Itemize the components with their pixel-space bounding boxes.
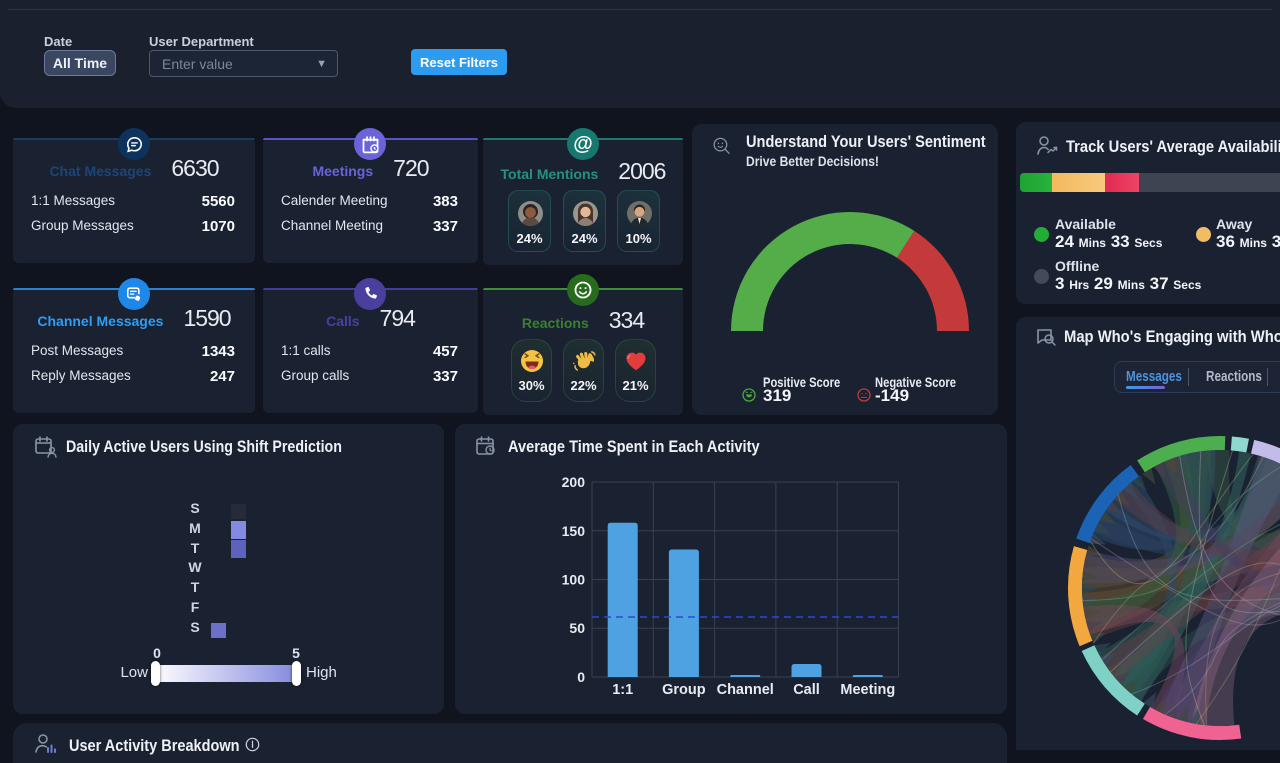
- svg-text:Group: Group: [662, 682, 706, 698]
- svg-text:50: 50: [569, 620, 585, 636]
- svg-text:Meeting: Meeting: [840, 682, 895, 698]
- svg-text:200: 200: [562, 474, 586, 490]
- svg-text:Channel: Channel: [717, 682, 774, 698]
- svg-text:150: 150: [562, 523, 586, 539]
- svg-text:1:1: 1:1: [612, 682, 633, 698]
- svg-text:100: 100: [562, 572, 586, 588]
- svg-text:Call: Call: [793, 682, 820, 698]
- svg-text:0: 0: [577, 669, 585, 685]
